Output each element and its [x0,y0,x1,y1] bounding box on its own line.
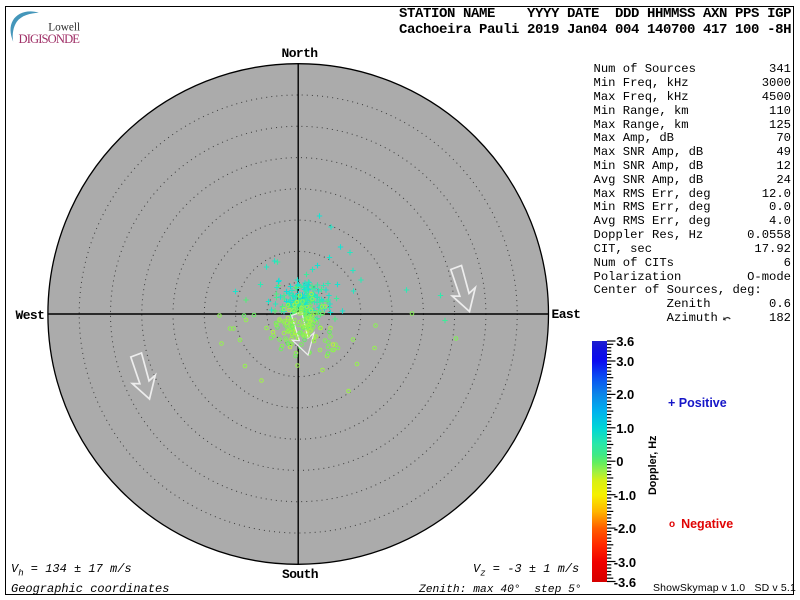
svg-text:DIGISONDE: DIGISONDE [19,32,81,46]
svg-text:Lowell: Lowell [48,22,80,34]
